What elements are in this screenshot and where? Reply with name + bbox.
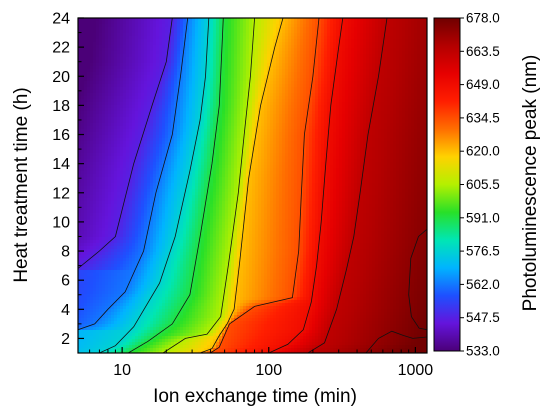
contour-fill-layer <box>78 18 430 355</box>
x-tick-label: 1000 <box>398 362 434 379</box>
y-tick-label: 4 <box>61 302 70 319</box>
colorbar-tick-label: 576.5 <box>466 244 500 259</box>
y-tick-label: 10 <box>52 214 70 231</box>
colorbar-ticks: 678.0 663.5 649.0 634.5 620.0 605.5 591.0 576.5… <box>460 11 500 359</box>
colorbar-tick-label: 678.0 <box>466 11 500 26</box>
y-tick-label: 12 <box>52 185 70 202</box>
colorbar-tick-label: 533.0 <box>466 344 500 359</box>
y-tick-label: 22 <box>52 40 70 57</box>
x-tick-label: 10 <box>113 362 131 379</box>
y-axis-label: Heat treatment time (h) <box>11 87 32 282</box>
colorbar <box>434 18 460 351</box>
colorbar-tick-label: 663.5 <box>466 44 500 59</box>
colorbar-tick-label: 605.5 <box>466 177 500 192</box>
y-tick-label: 16 <box>52 127 70 144</box>
y-tick-label: 20 <box>52 69 70 86</box>
colorbar-tick-label: 634.5 <box>466 110 500 125</box>
colorbar-tick-label: 547.5 <box>466 310 500 325</box>
y-tick-label: 24 <box>52 11 70 28</box>
y-tick-label: 6 <box>61 273 70 290</box>
x-axis-label: Ion exchange time (min) <box>153 386 357 407</box>
colorbar-tick-label: 649.0 <box>466 77 500 92</box>
y-tick-label: 18 <box>52 98 70 115</box>
x-tick-label: 100 <box>255 362 282 379</box>
colorbar-tick-label: 562.0 <box>466 277 500 292</box>
colorbar-tick-label: 620.0 <box>466 144 500 159</box>
colorbar-tick-label: 591.0 <box>466 210 500 225</box>
y-tick-label: 14 <box>52 156 70 173</box>
y-tick-label: 2 <box>61 331 70 348</box>
y-tick-label: 8 <box>61 244 70 261</box>
colorbar-label: Photoluminescence peak (nm) <box>520 55 541 312</box>
